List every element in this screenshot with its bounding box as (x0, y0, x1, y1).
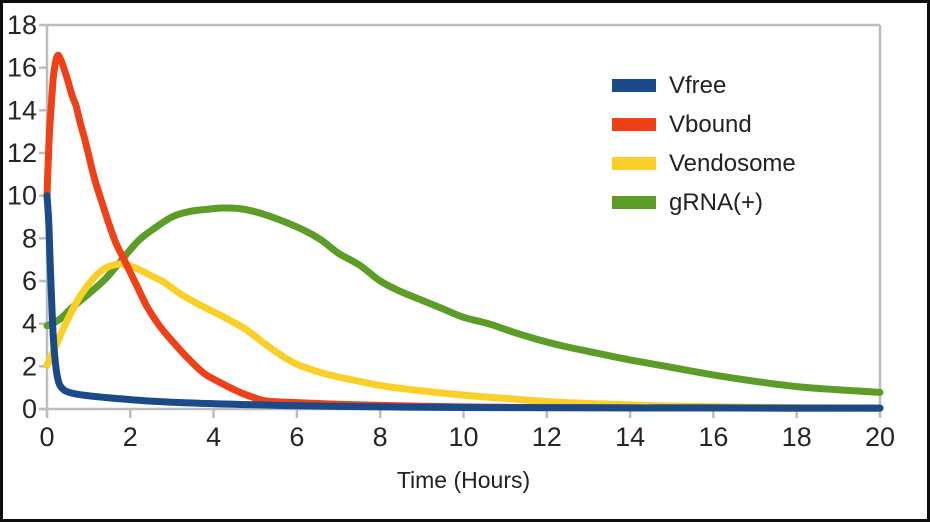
legend-swatch-vbound (612, 118, 656, 131)
legend-swatch-vendosome (612, 157, 656, 170)
legend: Vfree Vbound Vendosome gRNA(+) (612, 66, 796, 222)
y-tick-label: 8 (22, 223, 37, 253)
x-tick-label: 8 (373, 422, 388, 452)
y-tick-label: 0 (22, 394, 37, 424)
y-tick-label: 16 (7, 53, 37, 83)
y-tick-label: 14 (7, 95, 37, 125)
x-tick-label: 16 (698, 422, 728, 452)
legend-label-grna: gRNA(+) (669, 188, 764, 216)
legend-swatch-grna (612, 196, 656, 209)
legend-label-vfree: Vfree (669, 71, 727, 99)
legend-swatch-vfree (612, 79, 656, 92)
legend-item-vfree: Vfree (612, 66, 796, 105)
y-tick-label: 6 (22, 266, 37, 296)
x-tick-label: 4 (206, 422, 221, 452)
legend-label-vendosome: Vendosome (669, 149, 796, 177)
legend-item-vendosome: Vendosome (612, 144, 796, 183)
x-tick-label: 0 (39, 422, 54, 452)
y-tick-label: 18 (7, 10, 37, 40)
x-tick-label: 10 (448, 422, 478, 452)
y-tick-label: 10 (7, 181, 37, 211)
x-tick-label: 6 (289, 422, 304, 452)
y-tick-label: 12 (7, 138, 37, 168)
y-tick-label: 4 (22, 309, 37, 339)
x-tick-label: 18 (782, 422, 812, 452)
legend-label-vbound: Vbound (669, 110, 752, 138)
x-tick-label: 20 (865, 422, 895, 452)
x-tick-label: 14 (615, 422, 645, 452)
x-tick-label: 2 (123, 422, 138, 452)
series-line-vfree (43, 192, 884, 412)
x-tick-label: 12 (532, 422, 562, 452)
y-tick-label: 2 (22, 351, 37, 381)
legend-item-grna: gRNA(+) (612, 183, 796, 222)
legend-item-vbound: Vbound (612, 105, 796, 144)
series-line-grna- (43, 204, 884, 396)
x-axis-title: Time (Hours) (396, 467, 531, 493)
